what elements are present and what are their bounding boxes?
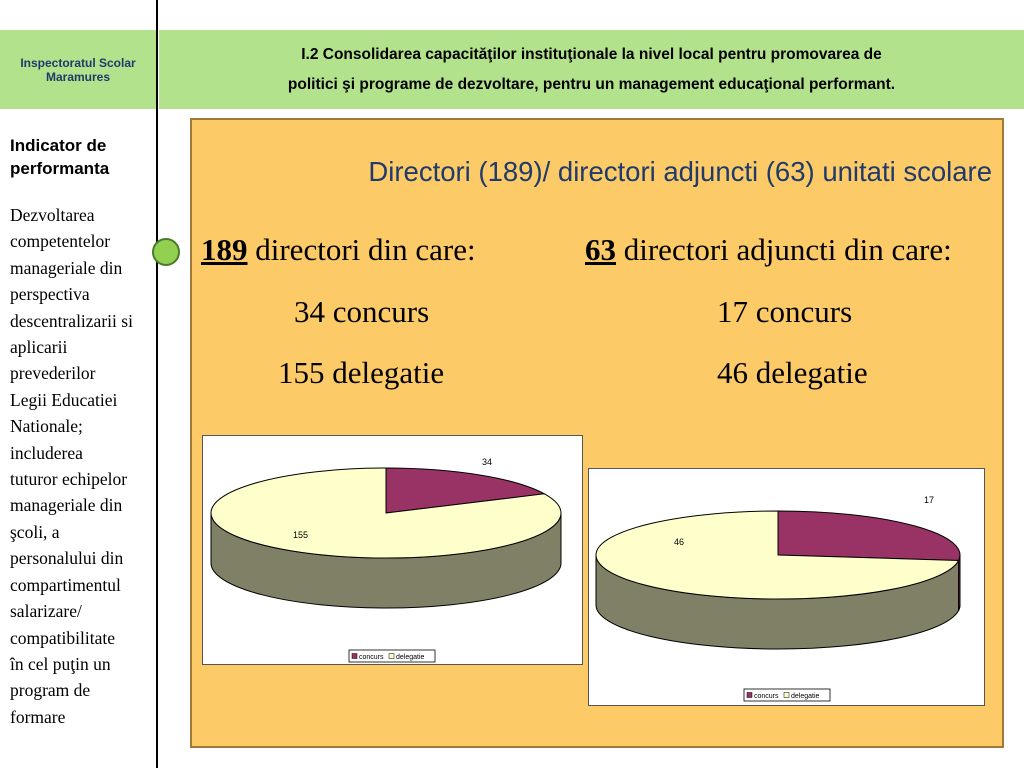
slice-delegatie [210,467,562,559]
chart-directori-adjuncti: 17 46 concurs delegatie [588,468,985,706]
legend-swatch-concurs [351,653,358,659]
left-line-delegatie: 155 delegatie [278,355,445,390]
slice-delegatie [595,510,960,600]
data-label-delegatie: 46 [674,537,684,547]
chart-legend: concurs delegatie [348,649,436,663]
indicator-description-line: compatibilitate [10,627,115,648]
objective-line-1: I.2 Consolidarea capacităţilor instituţi… [301,45,882,63]
pie-chart-directori: 34 155 concurs delegatie [210,457,562,663]
indicator-description-line: aplicarii [10,337,68,358]
indicator-description-line: în cel puţin un [10,653,111,674]
left-heading-text: directori din care: [247,232,476,267]
vertical-divider [156,0,158,768]
indicator-description-line: competentelor [10,231,111,252]
indicator-description-line: Legii Educatiei [10,389,118,410]
indicator-description-line: personalului din [10,548,124,569]
indicator-description-line: manageriale din [10,495,123,516]
indicator-description-line: includerea [10,442,83,463]
panel-title: Directori (189)/ directori adjuncti (63)… [368,156,992,187]
indicator-description-line: program de [10,680,91,701]
legend-swatch-concurs [746,692,753,698]
org-name-line-1: Inspectoratul Scolar [20,55,136,70]
indicator-description-line: Nationale; [10,416,83,437]
indicator-description-line: formare [10,706,66,727]
left-heading: 189 directori din care: [201,232,476,268]
legend-label-concurs: concurs [754,693,779,700]
right-heading-text: directori adjuncti din care: [616,232,952,267]
indicator-description-line: salarizare/ [10,601,82,622]
legend-label-delegatie: delegatie [791,693,820,700]
indicator-description: Dezvoltarea competentelor manageriale din p… [10,202,180,730]
data-label-delegatie: 155 [293,530,308,540]
content-panel: Directori (189)/ directori adjuncti (63)… [190,118,1004,748]
slice-concurs [385,467,546,514]
indicator-title-line: performanta [10,159,110,178]
legend-label-delegatie: delegatie [396,654,425,661]
left-line-concurs: 34 concurs [294,294,430,329]
indicator-title: Indicator de performanta [10,134,150,180]
slice-concurs-side [958,554,961,611]
indicator-description-line: tuturor echipelor [10,469,128,490]
green-circle-marker [152,238,180,266]
right-heading: 63 directori adjuncti din care: [585,232,952,268]
right-line-delegatie: 46 delegatie [717,355,868,390]
chart-legend: concurs delegatie [743,688,831,702]
header-objective: I.2 Consolidarea capacităţilor instituţi… [159,30,1024,109]
header-organization: Inspectoratul Scolar Maramures [0,30,156,109]
indicator-description-line: manageriale din [10,257,123,278]
pie-chart-directori-adjuncti: 17 46 concurs delegatie [595,495,961,702]
legend-swatch-delegatie [388,653,395,659]
indicator-description-line: şcoli, a [10,521,60,542]
indicator-description-line: descentralizarii si [10,310,133,331]
indicator-description-line: compartimentul [10,574,121,595]
legend-swatch-delegatie [783,692,790,698]
data-label-concurs: 34 [482,457,492,467]
indicator-description-line: Dezvoltarea [10,205,95,225]
chart-directori: 34 155 concurs delegatie [202,435,583,665]
data-label-concurs: 17 [924,495,934,505]
indicator-title-line: Indicator de [10,136,107,155]
org-name-line-2: Maramures [45,69,111,84]
objective-line-2: politici şi programe de dezvoltare, pent… [287,75,896,93]
slice-concurs [777,510,961,561]
right-line-concurs: 17 concurs [717,294,853,329]
indicator-description-line: perspectiva [10,284,90,305]
indicator-description-line: prevederilor [10,363,96,384]
legend-label-concurs: concurs [359,654,384,661]
left-count: 189 [201,232,248,267]
right-count: 63 [585,232,616,267]
